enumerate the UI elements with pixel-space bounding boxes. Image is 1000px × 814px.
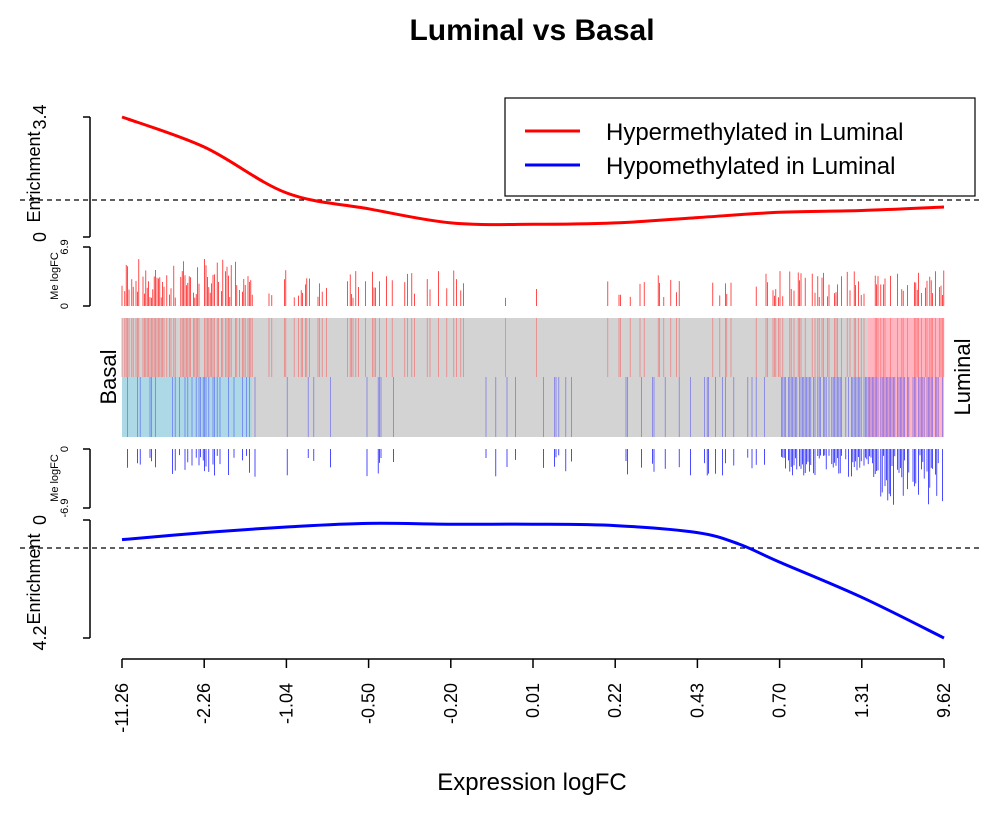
bottom-me-logfc-spikes: [127, 449, 943, 505]
barcode-down-region: [122, 377, 252, 437]
bottom-enrichment-tick-zero: 0: [30, 515, 50, 525]
x-axis: -11.26 -2.26 -1.04 -0.50 -0.20 0.01 0.22 0.43 0.…: [112, 658, 954, 796]
bottom-me-logfc-panel: 0 -6.9 Me logFC: [49, 446, 943, 518]
top-enrichment-panel: 3.4 0 Enrichment: [20, 104, 980, 242]
bottom-me-tick-min: -6.9: [59, 499, 71, 518]
legend: Hypermethylated in Luminal Hypomethylate…: [504, 97, 976, 197]
top-me-ylabel: Me logFC: [49, 252, 61, 300]
x-ticks: -11.26 -2.26 -1.04 -0.50 -0.20 0.01 0.22 0.43 0.…: [112, 659, 954, 733]
top-me-tick-max: 6.9: [59, 239, 71, 254]
bottom-enrichment-ylabel: Enrichment: [24, 533, 44, 624]
x-tick-label: 0.22: [605, 683, 625, 718]
x-axis-label: Expression logFC: [437, 769, 626, 796]
bottom-enrichment-panel: 0 4.2 Enrichment: [20, 515, 980, 651]
barcode-background: [122, 318, 944, 437]
top-me-logfc-spikes: [121, 259, 945, 306]
barcode-up-bars: [121, 318, 945, 377]
chart-title: Luminal vs Basal: [409, 14, 654, 47]
barcode-left-label: Basal: [96, 349, 121, 404]
x-tick-label: 0.01: [523, 683, 543, 718]
barcode-down-bars: [127, 377, 943, 437]
legend-label-hyper: Hypermethylated in Luminal: [606, 119, 903, 146]
bottom-enrichment-tick-max: 4.2: [30, 625, 50, 650]
top-me-tick-min: 0: [59, 303, 71, 309]
legend-box: [504, 97, 976, 197]
series-line-hypermethylated: [121, 115, 945, 227]
barcode-right-label: Luminal: [950, 338, 975, 415]
x-tick-label: -0.50: [359, 683, 379, 724]
bottom-me-tick-zero: 0: [59, 446, 71, 452]
x-tick-label: -11.26: [112, 683, 132, 733]
x-tick-label: -1.04: [276, 683, 296, 724]
top-enrichment-tick-min: 0: [30, 232, 50, 242]
series-line-hypomethylated: [121, 521, 945, 640]
top-enrichment-tick-max: 3.4: [30, 104, 50, 129]
x-tick-label: 9.62: [934, 683, 954, 718]
bottom-me-ylabel: Me logFC: [49, 454, 61, 502]
top-enrichment-ylabel: Enrichment: [24, 131, 44, 222]
x-tick-label: 0.70: [770, 683, 790, 718]
barcode-panel: Basal Luminal: [96, 318, 975, 437]
x-tick-label: 1.31: [852, 683, 872, 718]
legend-label-hypo: Hypomethylated in Luminal: [606, 153, 896, 180]
x-tick-label: 0.43: [687, 683, 707, 718]
x-tick-label: -2.26: [194, 683, 214, 724]
top-me-logfc-panel: 6.9 0 Me logFC: [49, 239, 945, 309]
x-tick-label: -0.20: [441, 683, 461, 724]
